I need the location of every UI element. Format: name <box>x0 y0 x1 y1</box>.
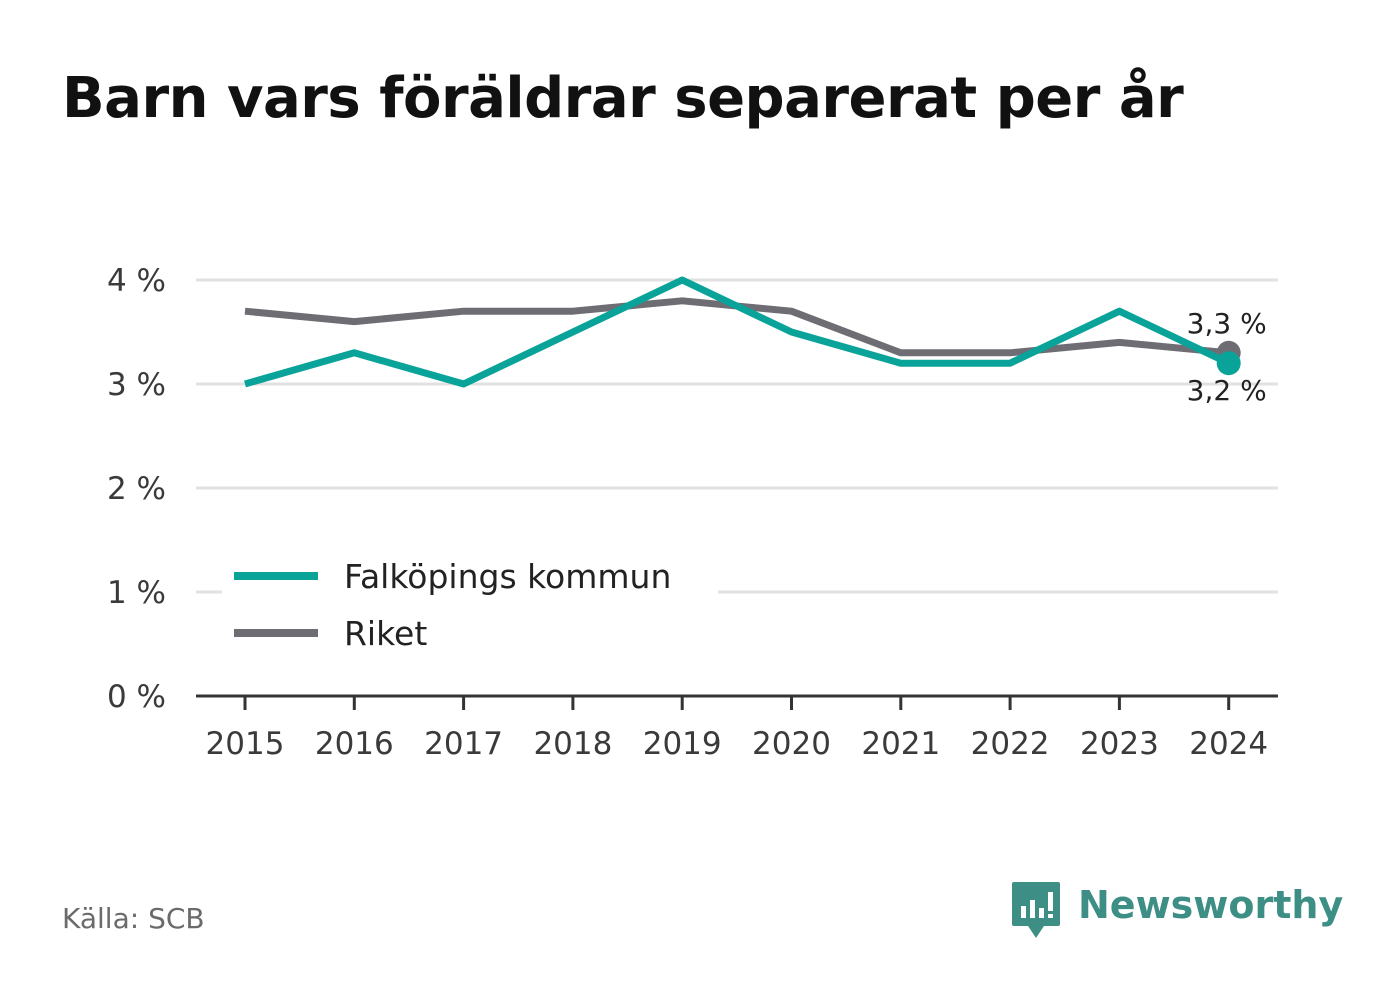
legend-label: Riket <box>344 614 427 653</box>
legend-label: Falköpings kommun <box>344 557 671 596</box>
newsworthy-logo-icon <box>1012 882 1060 938</box>
x-tick-label: 2024 <box>1189 726 1268 762</box>
brand-name: Newsworthy <box>1078 883 1344 927</box>
y-tick-label: 1 % <box>107 575 166 611</box>
x-axis: 2015 2016 2017 2018 2019 2020 2021 2022 2023 2024 <box>196 694 1278 762</box>
series-lines <box>244 276 1241 388</box>
y-tick-label: 0 % <box>107 679 166 715</box>
y-tick-label: 4 % <box>107 263 166 299</box>
x-tick-label: 2021 <box>861 726 940 762</box>
legend: Falköpings kommun Riket <box>222 550 718 666</box>
newsworthy-logo[interactable]: Newsworthy <box>1010 878 1343 942</box>
y-tick-label: 2 % <box>107 471 166 507</box>
x-tick-label: 2023 <box>1080 726 1159 762</box>
x-tick-label: 2016 <box>315 726 394 762</box>
source-note: Källa: SCB <box>62 902 205 935</box>
legend-background <box>222 550 718 666</box>
y-tick-label: 3 % <box>107 367 166 403</box>
y-axis-ticks: 0 % 1 % 2 % 3 % 4 % <box>107 263 166 715</box>
chart-title: Barn vars föräldrar separerat per år <box>62 66 1184 131</box>
x-tick-label: 2019 <box>643 726 722 762</box>
end-value-labels: 3,3 % 3,2 % <box>1187 307 1267 407</box>
x-tick-label: 2018 <box>533 726 612 762</box>
end-label-riket: 3,3 % <box>1187 307 1267 340</box>
series-line-falkoping <box>244 276 1231 388</box>
x-tick-label: 2017 <box>424 726 503 762</box>
x-tick-label: 2022 <box>971 726 1050 762</box>
x-tick-label: 2015 <box>206 726 285 762</box>
end-label-falkoping: 3,2 % <box>1187 374 1267 407</box>
end-point-falkoping <box>1216 351 1241 376</box>
grid-lines <box>196 278 1278 594</box>
x-tick-label: 2020 <box>752 726 831 762</box>
